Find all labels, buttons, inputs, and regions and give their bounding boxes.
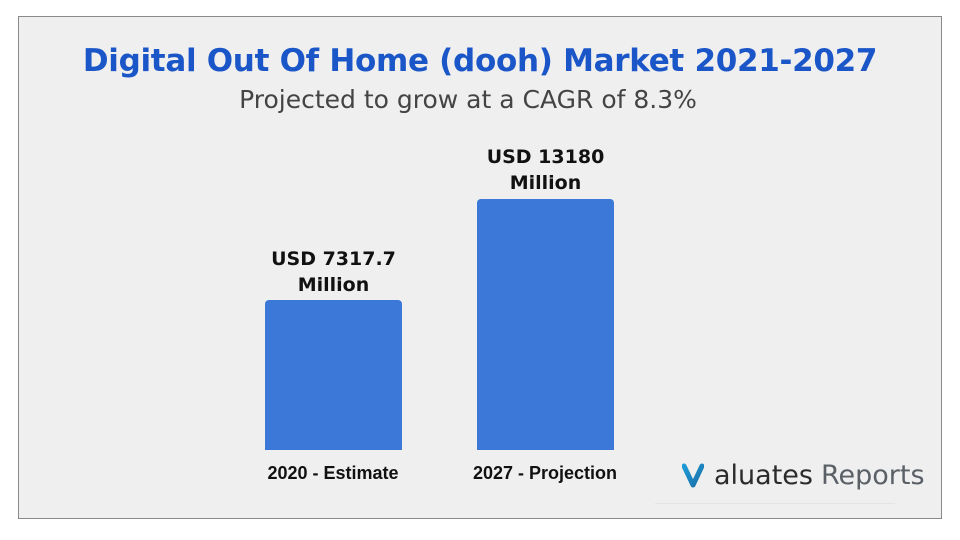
bar-2027-projection	[477, 199, 614, 450]
bar-value-amount: USD 7317.7	[271, 248, 396, 270]
logo-text-sub: Reports	[820, 459, 925, 491]
bar-value-unit: Million	[297, 274, 370, 296]
logo-text-main: aluates	[714, 459, 813, 491]
bar-value-label-2020: USD 7317.7 Million	[245, 246, 422, 298]
chart-subtitle: Projected to grow at a CAGR of 8.3%	[239, 85, 697, 114]
v-logo-icon	[681, 461, 705, 489]
bar-value-label-2027: USD 13180 Million	[457, 144, 634, 196]
bar-2020-estimate	[265, 300, 402, 450]
bar-value-amount: USD 13180	[486, 146, 605, 168]
category-label-2020: 2020 - Estimate	[267, 463, 399, 483]
valuates-reports-logo: aluates Reports	[681, 455, 925, 495]
category-label-2027: 2027 - Projection	[472, 463, 618, 483]
logo-divider	[655, 503, 895, 504]
chart-title: Digital Out Of Home (dooh) Market 2021-2…	[82, 43, 878, 79]
bar-value-unit: Million	[509, 172, 582, 194]
